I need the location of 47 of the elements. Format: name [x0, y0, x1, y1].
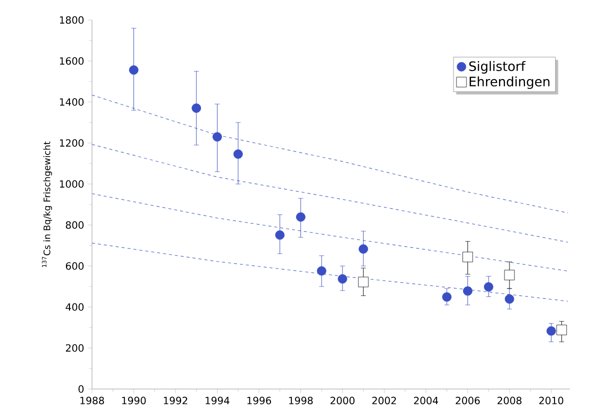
x-tick-label: 1996 — [247, 396, 272, 404]
point — [358, 244, 368, 254]
legend-label: Ehrendingen — [470, 76, 550, 89]
point — [212, 132, 222, 142]
point — [233, 149, 243, 159]
line-series — [92, 193, 568, 272]
x-tick-label: 2002 — [372, 396, 396, 404]
x-tick-label: 1998 — [289, 396, 313, 404]
line-series — [92, 144, 568, 243]
point — [129, 65, 138, 75]
x-tick-label: 1988 — [80, 396, 104, 404]
point — [546, 326, 556, 336]
x-tick-label: 1990 — [122, 396, 146, 404]
x-tick-label: 2006 — [456, 396, 480, 404]
point — [338, 274, 348, 284]
y-tick-label: 600 — [66, 262, 84, 270]
line-series — [92, 94, 568, 214]
point — [463, 286, 472, 296]
x-tick-label: 2000 — [330, 396, 354, 404]
y-tick-label: 1200 — [60, 139, 84, 147]
point — [192, 103, 202, 113]
x-tick-label: 2010 — [539, 396, 564, 404]
point — [442, 292, 452, 302]
line-series — [92, 242, 568, 302]
point — [316, 266, 326, 276]
point — [358, 276, 369, 288]
point — [275, 230, 285, 240]
y-tick-label: 800 — [66, 221, 84, 229]
point — [556, 324, 567, 336]
point — [462, 252, 473, 262]
point — [484, 282, 494, 292]
x-tick-label: 2004 — [414, 396, 438, 404]
point — [504, 294, 514, 304]
y-axis-title: $^{137}$Cs in Bq/kg Frischgewicht — [42, 141, 52, 268]
y-tick-label: 1400 — [60, 98, 84, 106]
point — [296, 212, 306, 222]
y-tick-label: 0 — [78, 385, 84, 393]
y-tick-label: 200 — [66, 344, 84, 352]
y-tick-label: 1800 — [60, 16, 84, 24]
legend-label: Siglistorf — [469, 61, 526, 74]
x-tick-label: 1992 — [164, 396, 188, 404]
point — [504, 270, 515, 280]
x-tick-label: 1994 — [206, 396, 230, 404]
y-tick-label: 1000 — [60, 180, 84, 188]
y-tick-label: 400 — [66, 303, 84, 311]
y-tick-label: 1600 — [60, 57, 84, 65]
x-tick-label: 2008 — [498, 396, 522, 404]
